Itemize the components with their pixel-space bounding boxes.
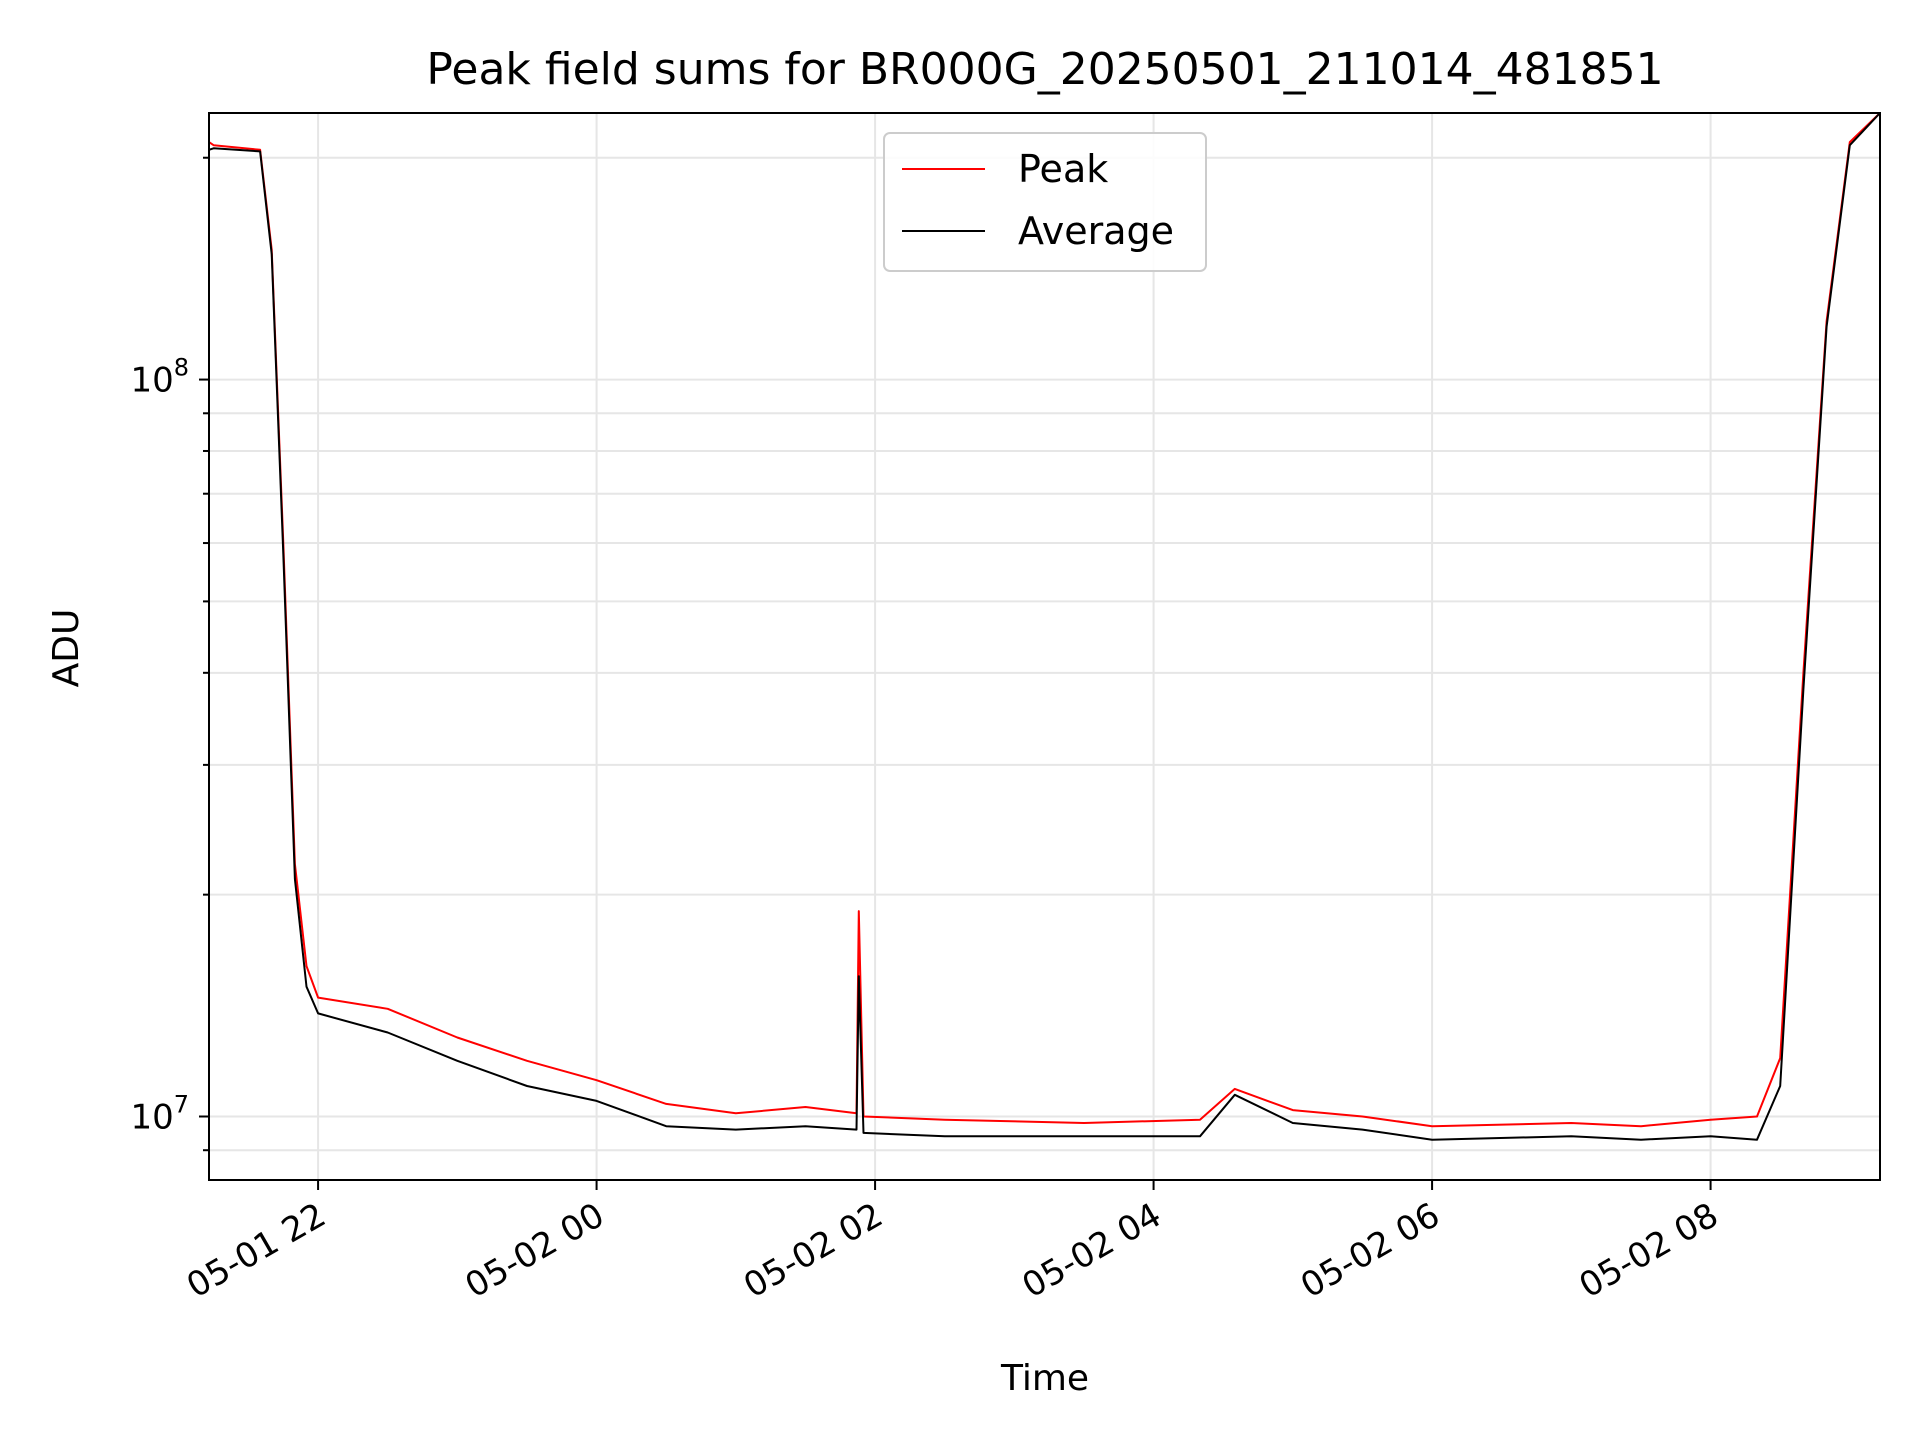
series-line-average <box>208 112 1881 1141</box>
grid <box>209 113 1880 1180</box>
y-tick-label: 108 <box>130 354 189 401</box>
legend-label-peak: Peak <box>1018 147 1108 191</box>
legend: Peak Average <box>883 132 1207 272</box>
y-tick-label: 107 <box>130 1090 189 1137</box>
y-axis-title: ADU <box>46 609 87 688</box>
y-axis-ticks: 107 108 <box>130 156 209 1152</box>
chart-title: Peak field sums for BR000G_20250501_2110… <box>426 44 1663 95</box>
legend-box <box>883 132 1207 272</box>
x-axis-title: Time <box>1000 1358 1089 1399</box>
legend-label-average: Average <box>1018 209 1174 253</box>
series-line-peak <box>208 112 1881 1128</box>
series-lines <box>208 112 1881 1141</box>
plot-area-frame <box>208 112 1881 1181</box>
